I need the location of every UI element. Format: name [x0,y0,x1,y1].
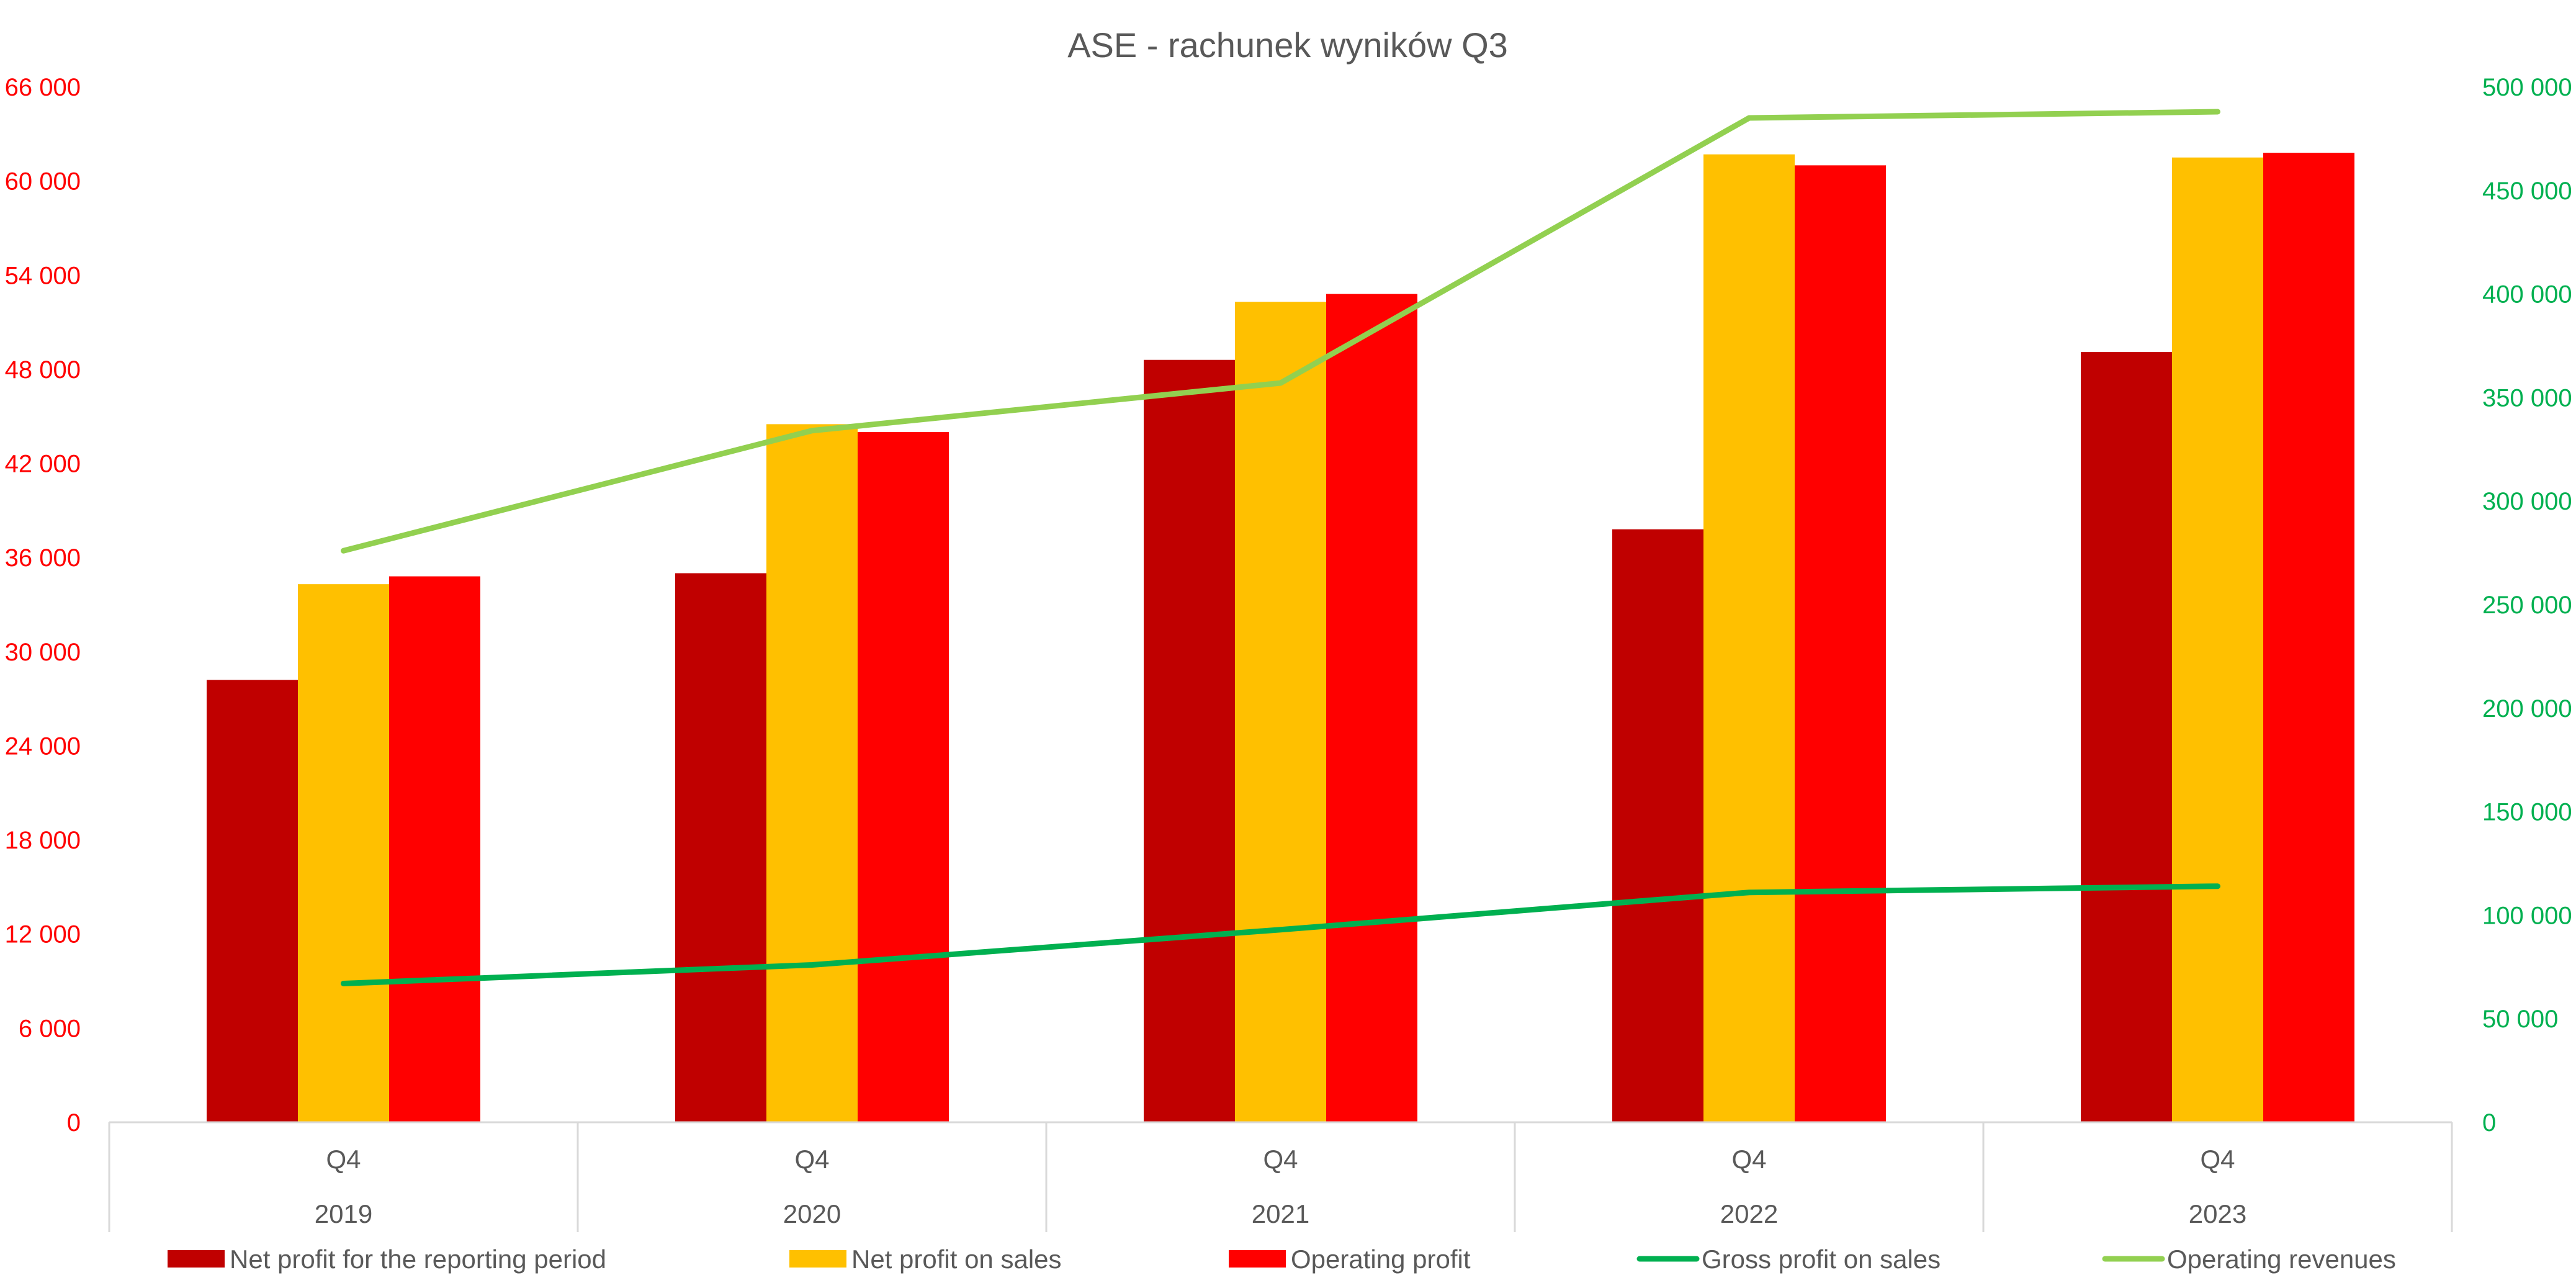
legend-label: Operating revenues [2167,1245,2396,1274]
x-tick-label-year: 2019 [315,1199,372,1228]
x-tick-label-year: 2020 [783,1199,841,1228]
bar [1235,302,1326,1123]
right-axis-tick-label: 50 000 [2482,1006,2558,1033]
legend-label: Net profit on sales [851,1245,1062,1274]
left-axis-tick-label: 12 000 [5,921,81,948]
legend-label: Net profit for the reporting period [230,1245,606,1274]
x-tick-label-year: 2021 [1252,1199,1309,1228]
left-axis-tick-label: 54 000 [5,262,81,289]
x-tick-label-quarter: Q4 [1263,1145,1298,1174]
left-axis-tick-label: 30 000 [5,639,81,666]
x-tick-label-year: 2022 [1720,1199,1778,1228]
left-axis-tick-label: 66 000 [5,74,81,101]
right-axis-tick-label: 500 000 [2482,74,2572,101]
legend-label: Gross profit on sales [1702,1245,1941,1274]
left-axis-tick-label: 6 000 [19,1015,81,1042]
right-axis-tick-label: 200 000 [2482,695,2572,723]
right-axis-tick-label: 350 000 [2482,384,2572,412]
bar [2172,157,2263,1122]
legend-swatch [168,1250,225,1268]
bar [1795,165,1886,1122]
right-axis-tick-label: 100 000 [2482,902,2572,929]
series-line [341,109,2220,554]
bar [207,680,298,1122]
bar [1703,154,1795,1122]
bar [298,584,389,1122]
bar [858,432,949,1122]
right-axis-tick-label: 150 000 [2482,799,2572,826]
left-axis-tick-label: 60 000 [5,168,81,196]
right-axis-tick-label: 450 000 [2482,178,2572,205]
left-axis-tick-label: 36 000 [5,544,81,572]
x-tick-label-quarter: Q4 [794,1145,829,1174]
right-axis-tick-label: 250 000 [2482,592,2572,619]
bar [1144,359,1235,1122]
x-tick-label-quarter: Q4 [2200,1145,2235,1174]
legend-label: Operating profit [1291,1245,1471,1274]
right-axis-tick-label: 0 [2482,1109,2496,1137]
left-axis-tick-label: 18 000 [5,827,81,854]
bar [766,424,858,1122]
legend-swatch [789,1250,846,1268]
lines [341,109,2220,986]
x-tick-label-quarter: Q4 [1731,1145,1766,1174]
bar [2263,153,2354,1122]
right-axis-tick-label: 400 000 [2482,281,2572,308]
left-axis-tick-label: 24 000 [5,732,81,760]
x-tick-label-quarter: Q4 [326,1145,361,1174]
axes: 0 6 000 12 000 18 000 24 000 30 000 36 000 42 0… [5,74,2572,1137]
left-axis-tick-label: 42 000 [5,451,81,478]
bar [1326,294,1417,1123]
bar [2081,352,2172,1122]
legend: Net profit for the reporting period Net p… [168,1245,2396,1274]
bars [207,153,2354,1123]
bar [389,576,480,1122]
right-axis-tick-label: 300 000 [2482,488,2572,515]
x-tick-label-year: 2023 [2189,1199,2246,1228]
series-line [341,883,2220,986]
chart-title: ASE - rachunek wyników Q3 [1067,25,1508,65]
left-axis-tick-label: 0 [67,1109,81,1137]
bar [675,573,766,1122]
left-axis-tick-label: 48 000 [5,356,81,384]
legend-swatch [1229,1250,1286,1268]
x-axis: Q4 2019 Q4 2020 Q4 2021 Q4 2022 Q4 2023 [108,1121,2453,1232]
bar [1612,529,1703,1122]
